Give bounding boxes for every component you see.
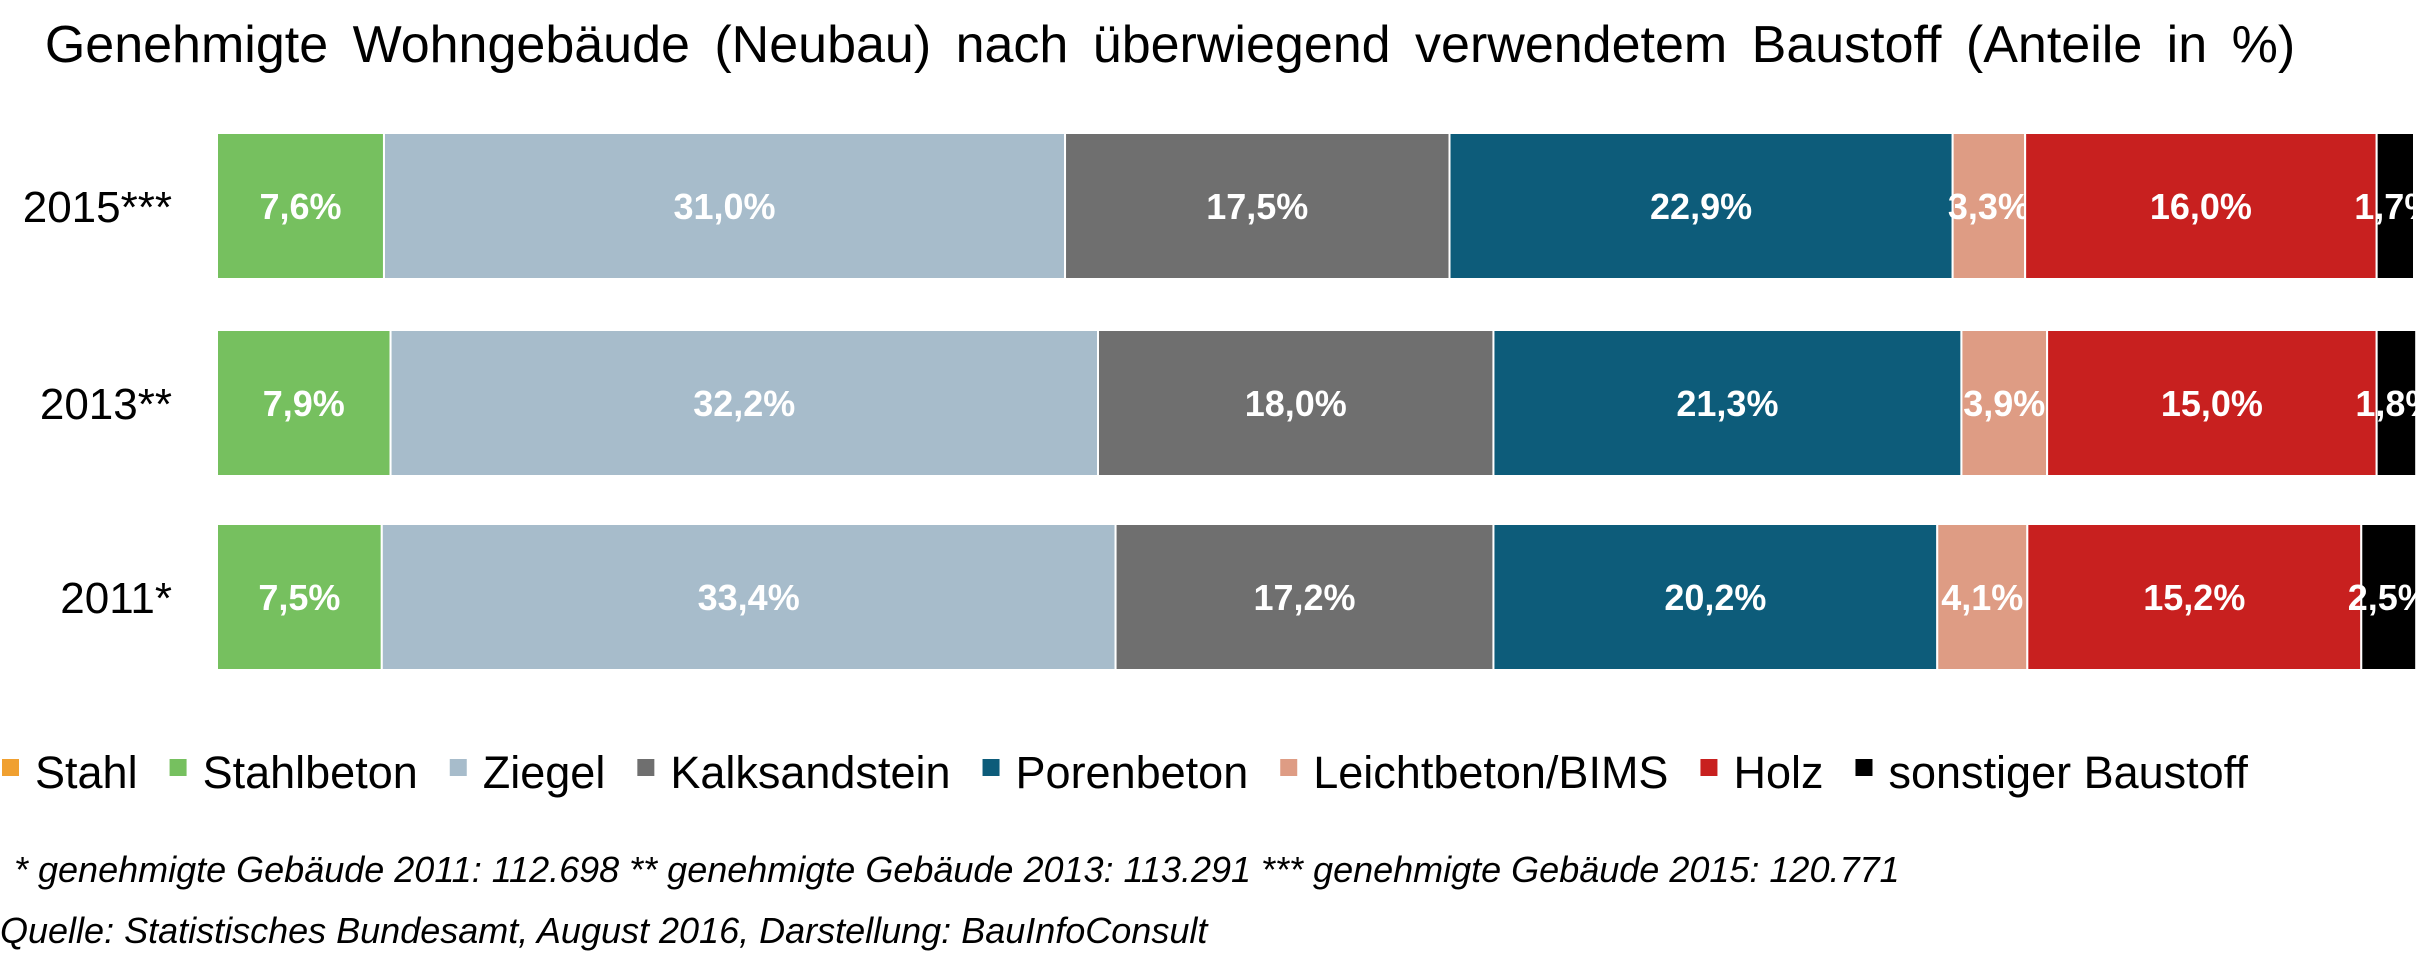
- data-label-sonstiger-baustoff-2013: 1,8%: [2355, 383, 2420, 424]
- bar-holz-2011: [2026, 523, 2363, 671]
- bar-leichtbeton-bims-2011: [1936, 523, 2029, 671]
- bar-stahlbeton-2013: [216, 329, 392, 477]
- category-label-2015: 2015***: [23, 183, 172, 232]
- legend-swatch-ziegel: [449, 759, 467, 776]
- bars-layer: 2015*** 7,6% 31,0% 17,5% 22,9% 3,3% 16,0% 1,7% 2…: [23, 132, 2420, 671]
- legend: Stahl Stahlbeton Ziegel Kalksandstein Porenb…: [2, 747, 2248, 798]
- legend-swatch-stahl: [2, 759, 19, 776]
- data-label-holz-2011: 15,2%: [2143, 577, 2245, 618]
- legend-label-stahl: Stahl: [35, 747, 138, 798]
- bar-sonstiger-baustoff-2013: [2375, 329, 2418, 477]
- bar-holz-2013: [2046, 329, 2378, 477]
- legend-item-porenbeton: Porenbeton: [982, 747, 1249, 798]
- bar-leichtbeton-bims-2015: [1951, 132, 2027, 280]
- bar-holz-2015: [2024, 132, 2378, 280]
- bar-ziegel-2011: [380, 523, 1117, 671]
- data-label-porenbeton-2011: 20,2%: [1664, 577, 1766, 618]
- footnote-sample-counts: * genehmigte Gebäude 2011: 112.698 ** ge…: [14, 849, 1900, 890]
- data-label-stahlbeton-2011: 7,5%: [258, 577, 340, 618]
- bar-kalksandstein-2011: [1114, 523, 1495, 671]
- bar-sonstiger-baustoff-2015: [2375, 132, 2415, 280]
- data-label-ziegel-2013: 32,2%: [693, 383, 795, 424]
- data-label-leichtbeton-bims-2013: 3,9%: [1963, 383, 2045, 424]
- legend-label-stahlbeton: Stahlbeton: [203, 747, 418, 798]
- legend-item-ziegel: Ziegel: [449, 747, 606, 798]
- legend-label-ziegel: Ziegel: [483, 747, 606, 798]
- legend-swatch-holz: [1700, 759, 1718, 776]
- data-label-kalksandstein-2011: 17,2%: [1253, 577, 1355, 618]
- legend-item-stahlbeton: Stahlbeton: [169, 747, 418, 798]
- legend-label-kalksandstein: Kalksandstein: [670, 747, 950, 798]
- category-label-2013: 2013**: [40, 380, 172, 429]
- category-label-2011: 2011*: [60, 574, 172, 623]
- bar-kalksandstein-2015: [1064, 132, 1451, 280]
- data-label-sonstiger-baustoff-2011: 2,5%: [2348, 577, 2420, 618]
- bar-ziegel-2015: [382, 132, 1067, 280]
- data-label-porenbeton-2013: 21,3%: [1676, 383, 1778, 424]
- legend-swatch-leichtbeton-bims: [1280, 759, 1298, 776]
- legend-swatch-porenbeton: [982, 759, 1000, 776]
- data-label-porenbeton-2015: 22,9%: [1650, 186, 1752, 227]
- data-label-ziegel-2015: 31,0%: [673, 186, 775, 227]
- data-label-holz-2013: 15,0%: [2161, 383, 2263, 424]
- bar-stahlbeton-2015: [216, 132, 385, 280]
- data-label-leichtbeton-bims-2011: 4,1%: [1941, 577, 2023, 618]
- data-label-kalksandstein-2013: 18,0%: [1245, 383, 1347, 424]
- legend-item-leichtbeton-bims: Leichtbeton/BIMS: [1280, 747, 1668, 798]
- legend-label-sonstiger-baustoff: sonstiger Baustoff: [1888, 747, 2248, 798]
- legend-label-leichtbeton-bims: Leichtbeton/BIMS: [1313, 747, 1668, 798]
- legend-label-holz: Holz: [1733, 747, 1823, 798]
- bar-porenbeton-2011: [1492, 523, 1939, 671]
- data-label-stahlbeton-2015: 7,6%: [259, 186, 341, 227]
- bar-kalksandstein-2013: [1096, 329, 1495, 477]
- data-label-ziegel-2011: 33,4%: [698, 577, 800, 618]
- data-label-sonstiger-baustoff-2015: 1,7%: [2354, 186, 2420, 227]
- chart-title: Genehmigte Wohngebäude (Neubau) nach übe…: [45, 16, 2295, 74]
- bar-ziegel-2013: [389, 329, 1099, 477]
- legend-swatch-sonstiger-baustoff: [1855, 759, 1873, 776]
- data-label-kalksandstein-2015: 17,5%: [1206, 186, 1308, 227]
- legend-swatch-kalksandstein: [637, 759, 655, 776]
- bar-sonstiger-baustoff-2011: [2360, 523, 2418, 671]
- footnote-source: Quelle: Statistisches Bundesamt, August …: [0, 910, 1209, 951]
- legend-swatch-stahlbeton: [169, 759, 187, 776]
- data-label-leichtbeton-bims-2015: 3,3%: [1948, 186, 2030, 227]
- legend-label-porenbeton: Porenbeton: [1016, 747, 1249, 798]
- legend-item-holz: Holz: [1700, 747, 1823, 798]
- legend-item-stahl: Stahl: [2, 747, 138, 798]
- data-label-stahlbeton-2013: 7,9%: [263, 383, 345, 424]
- data-label-holz-2015: 16,0%: [2150, 186, 2252, 227]
- legend-item-sonstiger-baustoff: sonstiger Baustoff: [1855, 747, 2248, 798]
- bar-porenbeton-2015: [1448, 132, 1954, 280]
- legend-item-kalksandstein: Kalksandstein: [637, 747, 951, 798]
- bar-leichtbeton-bims-2013: [1960, 329, 2049, 477]
